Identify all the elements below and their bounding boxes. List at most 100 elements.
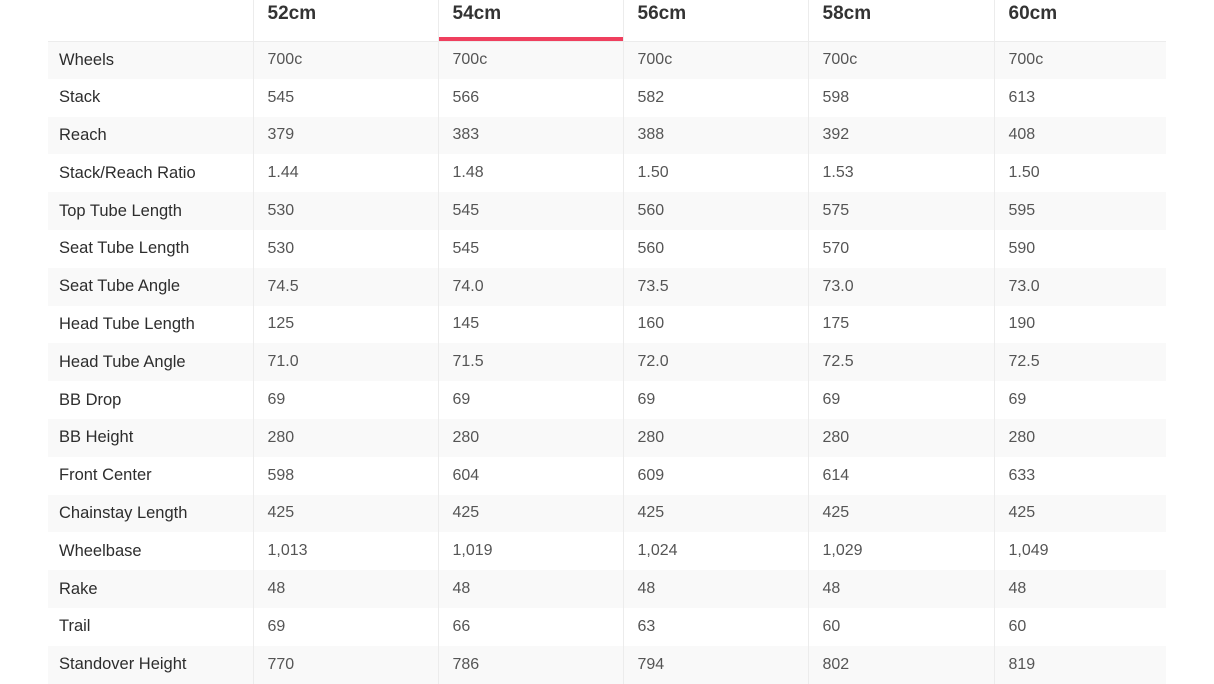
row-label: Trail	[59, 617, 91, 636]
value-cell: 582	[622, 78, 808, 117]
table-row: BB Drop 69 69 69 69 69	[48, 381, 1166, 419]
value-cell: 72.5	[807, 343, 994, 382]
value-cell: 575	[807, 192, 994, 230]
value-cell: 48	[993, 570, 1166, 608]
value-cell: 280	[622, 418, 808, 457]
value-cell: 633	[993, 456, 1166, 495]
value-cell: 408	[993, 116, 1166, 155]
table-row: Front Center 598 604 609 614 633	[48, 456, 1166, 495]
table-row: Seat Tube Angle 74.5 74.0 73.5 73.0 73.0	[48, 267, 1166, 306]
value-cell: 145	[437, 305, 623, 344]
value-cell: 72.5	[993, 343, 1166, 382]
value-cell: 614	[807, 456, 994, 495]
value-cell: 48	[437, 570, 623, 608]
value-cell: 786	[437, 645, 623, 684]
table-row: Top Tube Length 530 545 560 575 595	[48, 192, 1166, 230]
size-header-row: 52cm 54cm 56cm 58cm 60cm	[48, 0, 1166, 42]
size-tab-56cm[interactable]: 56cm	[622, 0, 808, 42]
row-label: Seat Tube Angle	[48, 267, 253, 306]
row-label: Standover Height	[48, 645, 253, 684]
row-label: BB Height	[48, 418, 253, 457]
value-cell: 530	[252, 192, 438, 230]
row-label: Stack/Reach Ratio	[59, 163, 196, 182]
table-row: Wheelbase 1,013 1,019 1,024 1,029 1,049	[48, 532, 1166, 571]
row-label: Wheelbase	[59, 541, 142, 560]
value-cell: 60	[993, 607, 1166, 646]
row-label: Front Center	[59, 466, 152, 485]
value-cell: 280	[807, 418, 994, 457]
value-cell: 595	[993, 192, 1166, 230]
value-cell: 1,049	[993, 532, 1166, 571]
size-tab-58cm[interactable]: 58cm	[807, 0, 994, 42]
value-cell: 560	[622, 192, 808, 230]
value-cell: 613	[993, 78, 1166, 117]
value-cell: 566	[437, 78, 623, 117]
value-cell: 190	[993, 305, 1166, 344]
value-cell: 819	[993, 645, 1166, 684]
value-cell: 700c	[437, 41, 623, 79]
value-cell: 598	[252, 456, 438, 495]
value-cell: 425	[807, 494, 994, 533]
table-row: Stack/Reach Ratio 1.44 1.48 1.50 1.53 1.50	[48, 154, 1166, 193]
value-cell: 66	[437, 607, 623, 646]
table-row: Wheels 700c 700c 700c 700c 700c	[48, 41, 1166, 79]
value-cell: 700c	[993, 41, 1166, 79]
table-row: Trail 69 66 63 60 60	[48, 607, 1166, 646]
value-cell: 425	[993, 494, 1166, 533]
row-label: Head Tube Length	[59, 314, 195, 333]
value-cell: 74.5	[252, 267, 438, 306]
table-row: Rake 48 48 48 48 48	[48, 570, 1166, 608]
value-cell: 1,019	[437, 532, 623, 571]
value-cell: 425	[437, 494, 623, 533]
value-cell: 560	[622, 229, 808, 268]
value-cell: 802	[807, 645, 994, 684]
value-cell: 73.5	[622, 267, 808, 306]
value-cell: 73.0	[807, 267, 994, 306]
value-cell: 71.0	[252, 343, 438, 382]
value-cell: 604	[437, 456, 623, 495]
size-tab-52cm[interactable]: 52cm	[252, 0, 438, 42]
value-cell: 609	[622, 456, 808, 495]
table-row: Stack 545 566 582 598 613	[48, 78, 1166, 117]
value-cell: 69	[993, 381, 1166, 419]
table-row: Reach 379 383 388 392 408	[48, 116, 1166, 155]
value-cell: 280	[252, 418, 438, 457]
value-cell: 48	[252, 570, 438, 608]
value-cell: 1,024	[622, 532, 808, 571]
value-cell: 530	[252, 229, 438, 268]
value-cell: 425	[252, 494, 438, 533]
value-cell: 770	[252, 645, 438, 684]
value-cell: 69	[807, 381, 994, 419]
value-cell: 48	[622, 570, 808, 608]
value-cell: 794	[622, 645, 808, 684]
row-label: Wheels	[48, 41, 253, 79]
value-cell: 1.44	[252, 154, 438, 193]
value-cell: 392	[807, 116, 994, 155]
value-cell: 1.50	[622, 154, 808, 193]
value-cell: 1,013	[252, 532, 438, 571]
row-label: Chainstay Length	[48, 494, 253, 533]
value-cell: 63	[622, 607, 808, 646]
size-tab-54cm[interactable]: 54cm	[437, 0, 623, 42]
value-cell: 1.48	[437, 154, 623, 193]
value-cell: 1.53	[807, 154, 994, 193]
value-cell: 598	[807, 78, 994, 117]
size-tab-60cm[interactable]: 60cm	[993, 0, 1166, 42]
corner-cell	[48, 0, 253, 42]
table-row: BB Height 280 280 280 280 280	[48, 418, 1166, 457]
value-cell: 545	[437, 229, 623, 268]
value-cell: 69	[252, 381, 438, 419]
value-cell: 280	[993, 418, 1166, 457]
table-row: Seat Tube Length 530 545 560 570 590	[48, 229, 1166, 268]
row-label: Reach	[48, 116, 253, 155]
value-cell: 388	[622, 116, 808, 155]
value-cell: 280	[437, 418, 623, 457]
value-cell: 160	[622, 305, 808, 344]
value-cell: 69	[437, 381, 623, 419]
value-cell: 175	[807, 305, 994, 344]
value-cell: 72.0	[622, 343, 808, 382]
row-label: Rake	[48, 570, 253, 608]
table-row: Standover Height 770 786 794 802 819	[48, 645, 1166, 684]
value-cell: 379	[252, 116, 438, 155]
value-cell: 545	[437, 192, 623, 230]
